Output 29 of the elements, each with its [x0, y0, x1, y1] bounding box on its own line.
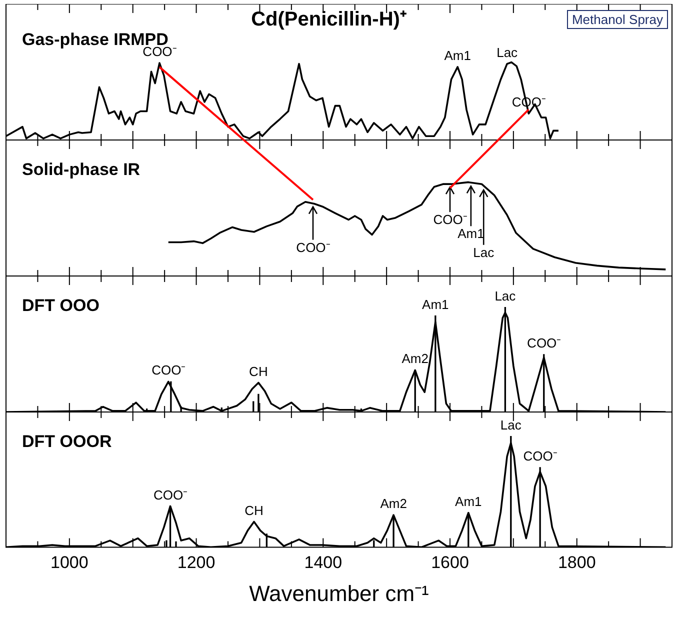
- x-tick-label: 1400: [304, 553, 342, 572]
- annotation: Lac: [500, 417, 522, 432]
- chart-title: Solid-phase IR: [22, 160, 140, 180]
- annotation: Am1: [455, 494, 482, 509]
- text: Methanol Spray: [566, 10, 668, 29]
- annotation: Am2: [380, 496, 407, 512]
- annotation: COO⁻: [296, 240, 330, 255]
- annotation: COO⁻: [433, 212, 467, 228]
- annotation: CH: [244, 502, 264, 518]
- annotation: Lac: [496, 44, 518, 60]
- annotation: COO⁻: [152, 362, 186, 378]
- x-axis-title: Wavenumber cm⁻¹: [249, 580, 429, 606]
- annotation: Lac: [494, 288, 516, 304]
- annotation: COO⁻: [527, 336, 561, 351]
- annotation: CH: [249, 364, 268, 379]
- annotation: Am1: [422, 296, 449, 312]
- annotation: COO⁻: [523, 448, 557, 464]
- chart-title: DFT OOO: [22, 296, 100, 316]
- annotation: Lac: [473, 244, 495, 260]
- chart-subtitle: Cd(Penicillin-H)⁺: [251, 8, 407, 31]
- annotation: COO⁻: [153, 487, 188, 502]
- chart-title: DFT OOOR: [22, 432, 112, 452]
- x-tick-label: 1800: [558, 553, 596, 572]
- x-tick-label: 1000: [50, 553, 88, 572]
- annotation: Am1: [458, 226, 484, 242]
- x-tick-label: 1200: [177, 553, 216, 572]
- annotation: Am1: [444, 48, 471, 64]
- x-tick-label: 1600: [431, 553, 469, 572]
- annotation: Am2: [402, 351, 428, 366]
